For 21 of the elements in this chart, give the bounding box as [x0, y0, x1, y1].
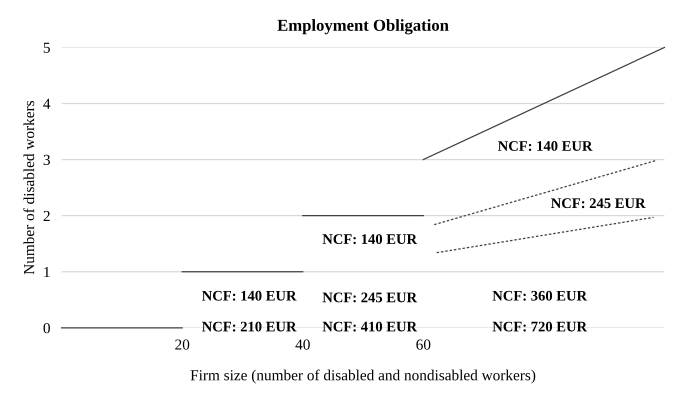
annotation: NCF: 410 EUR: [322, 322, 418, 332]
x-tick-label: 60: [416, 339, 430, 350]
y-tick-label: 2: [44, 210, 50, 221]
annotation: NCF: 210 EUR: [202, 322, 297, 332]
y-axis-title: Number of disabled workers: [23, 100, 34, 274]
y-tick-label: 4: [43, 98, 50, 109]
x-tick-label: 20: [175, 339, 190, 350]
annotation: NCF: 245 EUR: [551, 198, 646, 208]
annotation: NCF: 360 EUR: [492, 290, 588, 301]
annotation: NCF: 140 EUR: [498, 141, 593, 151]
x-tick-label: 40: [295, 339, 310, 350]
x-axis-title: Firm size (number of disabled and nondisabled workers): [190, 369, 536, 384]
annotation: NCF: 140 EUR: [202, 290, 297, 301]
y-tick-label: 1: [44, 266, 50, 278]
annotation: NCF: 245 EUR: [322, 292, 418, 302]
y-tick-label: 3: [44, 154, 50, 166]
annotation: NCF: 140 EUR: [322, 234, 418, 244]
y-tick-label: 0: [43, 322, 50, 334]
annotation: NCF: 720 EUR: [492, 322, 588, 332]
chart-title: Employment Obligation: [277, 19, 449, 34]
y-tick-label: 5: [44, 42, 50, 53]
